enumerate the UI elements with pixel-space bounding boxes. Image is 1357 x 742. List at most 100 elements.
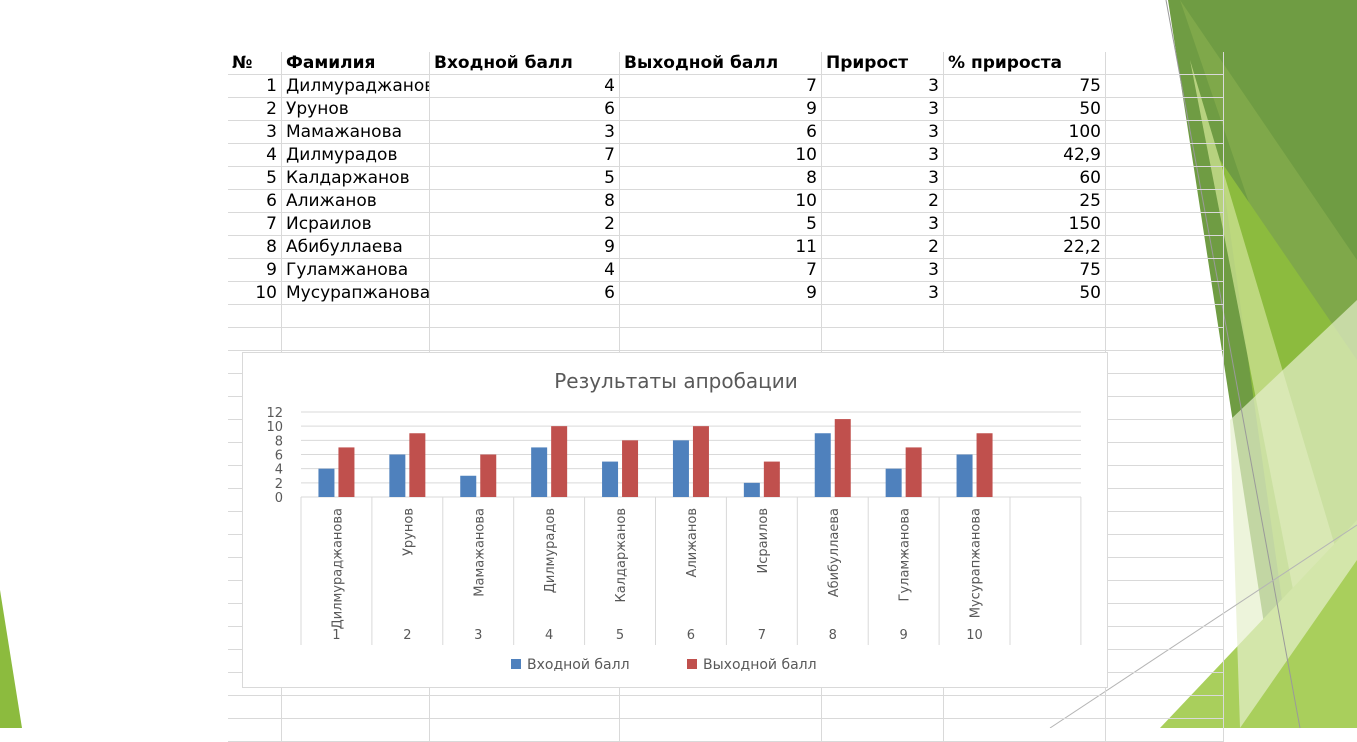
value-cell[interactable]: 5 (430, 167, 620, 189)
empty-cell[interactable] (822, 328, 944, 350)
value-cell[interactable]: 3 (822, 98, 944, 120)
value-cell[interactable]: 6 (620, 121, 822, 143)
empty-cell[interactable] (228, 305, 282, 327)
value-cell[interactable]: 42,9 (944, 144, 1106, 166)
surname-cell[interactable]: Абибуллаева (282, 236, 430, 258)
value-cell[interactable]: 4 (430, 75, 620, 97)
empty-cell[interactable] (1106, 558, 1224, 580)
value-cell[interactable]: 9 (620, 98, 822, 120)
value-cell[interactable]: 10 (620, 190, 822, 212)
value-cell[interactable]: 7 (228, 213, 282, 235)
value-cell[interactable]: 7 (620, 259, 822, 281)
header-cell[interactable]: Фамилия (282, 52, 430, 74)
empty-cell[interactable] (228, 719, 282, 741)
empty-cell[interactable] (282, 719, 430, 741)
value-cell[interactable]: 75 (944, 259, 1106, 281)
value-cell[interactable]: 10 (228, 282, 282, 304)
value-cell[interactable]: 5 (228, 167, 282, 189)
empty-cell[interactable] (1106, 466, 1224, 488)
empty-cell[interactable] (430, 719, 620, 741)
empty-cell[interactable] (1106, 98, 1224, 120)
value-cell[interactable]: 150 (944, 213, 1106, 235)
surname-cell[interactable]: Гуламжанова (282, 259, 430, 281)
empty-cell[interactable] (1106, 351, 1224, 373)
value-cell[interactable]: 3 (228, 121, 282, 143)
results-chart[interactable]: Результаты апробации 0 2 4 6 8 10 12 Дилмураджан… (242, 352, 1108, 688)
empty-cell[interactable] (944, 696, 1106, 718)
empty-cell[interactable] (1106, 52, 1224, 74)
empty-cell[interactable] (620, 328, 822, 350)
header-cell[interactable]: Выходной балл (620, 52, 822, 74)
empty-cell[interactable] (1106, 627, 1224, 649)
value-cell[interactable]: 9 (620, 282, 822, 304)
value-cell[interactable]: 8 (620, 167, 822, 189)
value-cell[interactable]: 11 (620, 236, 822, 258)
surname-cell[interactable]: Дилмураджанова (282, 75, 430, 97)
value-cell[interactable]: 60 (944, 167, 1106, 189)
empty-cell[interactable] (1106, 305, 1224, 327)
value-cell[interactable]: 8 (228, 236, 282, 258)
empty-cell[interactable] (1106, 535, 1224, 557)
value-cell[interactable]: 3 (822, 75, 944, 97)
surname-cell[interactable]: Дилмурадов (282, 144, 430, 166)
empty-cell[interactable] (1106, 489, 1224, 511)
empty-cell[interactable] (430, 328, 620, 350)
value-cell[interactable]: 6 (430, 282, 620, 304)
empty-cell[interactable] (1106, 512, 1224, 534)
value-cell[interactable]: 3 (822, 213, 944, 235)
empty-cell[interactable] (944, 328, 1106, 350)
header-cell[interactable]: Входной балл (430, 52, 620, 74)
empty-cell[interactable] (1106, 719, 1224, 741)
value-cell[interactable]: 50 (944, 282, 1106, 304)
surname-cell[interactable]: Алижанов (282, 190, 430, 212)
value-cell[interactable]: 3 (822, 282, 944, 304)
empty-cell[interactable] (1106, 190, 1224, 212)
empty-cell[interactable] (1106, 420, 1224, 442)
empty-cell[interactable] (1106, 75, 1224, 97)
value-cell[interactable]: 50 (944, 98, 1106, 120)
value-cell[interactable]: 8 (430, 190, 620, 212)
empty-cell[interactable] (1106, 696, 1224, 718)
value-cell[interactable]: 3 (822, 167, 944, 189)
value-cell[interactable]: 3 (430, 121, 620, 143)
empty-cell[interactable] (228, 328, 282, 350)
empty-cell[interactable] (620, 719, 822, 741)
value-cell[interactable]: 3 (822, 144, 944, 166)
surname-cell[interactable]: Калдаржанов (282, 167, 430, 189)
value-cell[interactable]: 3 (822, 121, 944, 143)
empty-cell[interactable] (944, 305, 1106, 327)
empty-cell[interactable] (1106, 121, 1224, 143)
empty-cell[interactable] (1106, 259, 1224, 281)
empty-cell[interactable] (620, 696, 822, 718)
empty-cell[interactable] (430, 305, 620, 327)
value-cell[interactable]: 75 (944, 75, 1106, 97)
empty-cell[interactable] (1106, 167, 1224, 189)
empty-cell[interactable] (1106, 581, 1224, 603)
value-cell[interactable]: 100 (944, 121, 1106, 143)
value-cell[interactable]: 2 (822, 190, 944, 212)
surname-cell[interactable]: Исраилов (282, 213, 430, 235)
value-cell[interactable]: 25 (944, 190, 1106, 212)
empty-cell[interactable] (1106, 282, 1224, 304)
empty-cell[interactable] (1106, 397, 1224, 419)
value-cell[interactable]: 5 (620, 213, 822, 235)
value-cell[interactable]: 2 (228, 98, 282, 120)
value-cell[interactable]: 4 (228, 144, 282, 166)
empty-cell[interactable] (1106, 443, 1224, 465)
value-cell[interactable]: 4 (430, 259, 620, 281)
surname-cell[interactable]: Мамажанова (282, 121, 430, 143)
empty-cell[interactable] (282, 328, 430, 350)
empty-cell[interactable] (1106, 650, 1224, 672)
value-cell[interactable]: 9 (228, 259, 282, 281)
surname-cell[interactable]: Урунов (282, 98, 430, 120)
empty-cell[interactable] (620, 305, 822, 327)
header-cell[interactable]: % прироста (944, 52, 1106, 74)
empty-cell[interactable] (1106, 236, 1224, 258)
empty-cell[interactable] (1106, 673, 1224, 695)
value-cell[interactable]: 6 (228, 190, 282, 212)
empty-cell[interactable] (228, 696, 282, 718)
value-cell[interactable]: 1 (228, 75, 282, 97)
empty-cell[interactable] (1106, 213, 1224, 235)
empty-cell[interactable] (944, 719, 1106, 741)
header-cell[interactable]: Прирост (822, 52, 944, 74)
